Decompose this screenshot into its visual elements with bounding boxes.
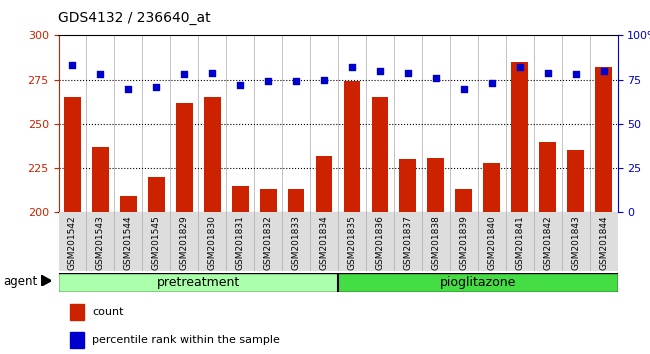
Text: GSM201834: GSM201834: [320, 215, 328, 270]
Bar: [58, 212, 86, 271]
Bar: [562, 212, 590, 271]
Point: [263, 79, 273, 84]
Bar: [64, 97, 81, 212]
Bar: [428, 158, 444, 212]
Bar: [86, 212, 114, 271]
Point: [151, 84, 161, 90]
Bar: [506, 212, 534, 271]
Text: GSM201836: GSM201836: [376, 215, 384, 270]
Text: GSM201542: GSM201542: [68, 215, 77, 270]
Text: percentile rank within the sample: percentile rank within the sample: [92, 335, 280, 346]
Point: [67, 63, 78, 68]
Bar: [590, 212, 618, 271]
Text: agent: agent: [3, 275, 38, 288]
Point: [515, 64, 525, 70]
Text: GSM201831: GSM201831: [236, 215, 244, 270]
Bar: [338, 212, 366, 271]
Bar: [534, 212, 562, 271]
Bar: [456, 189, 472, 212]
Bar: [512, 62, 528, 212]
Text: GSM201545: GSM201545: [152, 215, 161, 270]
Bar: [70, 332, 84, 348]
Bar: [288, 189, 304, 212]
Bar: [114, 212, 142, 271]
Text: GSM201835: GSM201835: [348, 215, 356, 270]
Text: GSM201842: GSM201842: [543, 215, 552, 270]
Bar: [595, 67, 612, 212]
Text: GSM201837: GSM201837: [404, 215, 412, 270]
Bar: [232, 186, 248, 212]
Text: GSM201830: GSM201830: [208, 215, 216, 270]
Text: GSM201544: GSM201544: [124, 215, 133, 270]
Point: [542, 70, 552, 75]
Point: [95, 72, 105, 77]
Bar: [484, 163, 500, 212]
Bar: [282, 212, 310, 271]
Bar: [540, 142, 556, 212]
Bar: [254, 212, 282, 271]
Bar: [70, 304, 84, 320]
Bar: [148, 177, 164, 212]
Point: [179, 72, 190, 77]
Text: GSM201543: GSM201543: [96, 215, 105, 270]
Point: [486, 80, 497, 86]
Text: GSM201833: GSM201833: [292, 215, 300, 270]
Bar: [394, 212, 422, 271]
Bar: [58, 273, 338, 292]
Point: [291, 79, 302, 84]
Bar: [142, 212, 170, 271]
Text: GSM201832: GSM201832: [264, 215, 272, 270]
Text: GSM201840: GSM201840: [488, 215, 496, 270]
Bar: [372, 97, 388, 212]
Text: GSM201841: GSM201841: [515, 215, 524, 270]
Text: count: count: [92, 307, 124, 317]
Text: GSM201839: GSM201839: [460, 215, 468, 270]
Point: [124, 86, 134, 91]
Text: pioglitazone: pioglitazone: [439, 276, 516, 289]
Point: [431, 75, 441, 81]
Bar: [120, 196, 136, 212]
Bar: [400, 159, 416, 212]
Point: [375, 68, 385, 74]
Point: [347, 64, 358, 70]
Bar: [198, 212, 226, 271]
Point: [402, 70, 413, 75]
Point: [459, 86, 469, 91]
Point: [235, 82, 246, 88]
Bar: [92, 147, 109, 212]
Text: GDS4132 / 236640_at: GDS4132 / 236640_at: [58, 11, 211, 25]
Text: GSM201843: GSM201843: [571, 215, 580, 270]
Bar: [366, 212, 394, 271]
Point: [318, 77, 329, 82]
Point: [599, 68, 609, 74]
Bar: [176, 103, 192, 212]
Text: GSM201844: GSM201844: [599, 215, 608, 270]
Bar: [567, 150, 584, 212]
Bar: [478, 212, 506, 271]
Bar: [204, 97, 220, 212]
Text: pretreatment: pretreatment: [157, 276, 240, 289]
Bar: [450, 212, 478, 271]
Bar: [344, 81, 360, 212]
Bar: [310, 212, 338, 271]
Text: GSM201838: GSM201838: [432, 215, 440, 270]
Text: GSM201829: GSM201829: [180, 215, 188, 270]
Bar: [316, 156, 332, 212]
Bar: [260, 189, 276, 212]
Bar: [170, 212, 198, 271]
Point: [571, 72, 581, 77]
Polygon shape: [41, 275, 51, 286]
Bar: [226, 212, 254, 271]
Point: [207, 70, 217, 75]
Bar: [422, 212, 450, 271]
Bar: [338, 273, 618, 292]
